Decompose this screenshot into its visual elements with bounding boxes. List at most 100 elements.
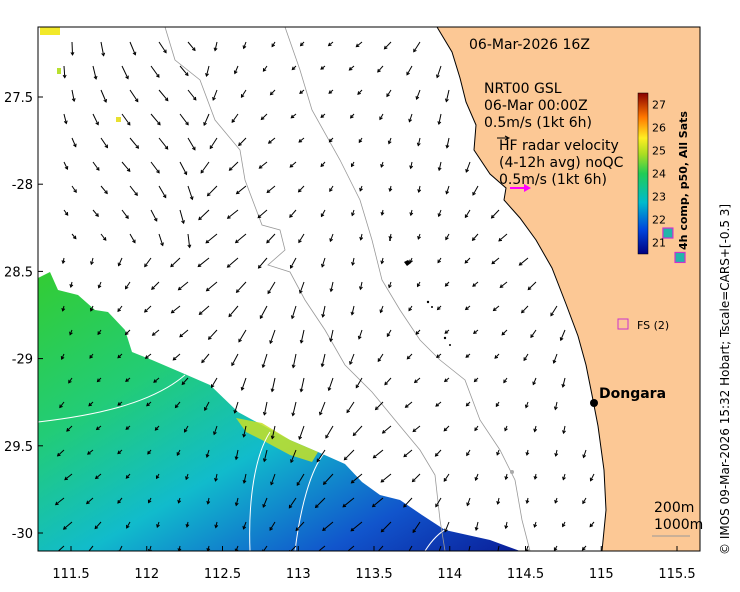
velocity-arrow-head: [409, 165, 414, 170]
velocity-arrow-head: [359, 187, 363, 192]
velocity-arrow: [295, 521, 305, 531]
velocity-arrow-head: [102, 237, 107, 241]
x-tick-label: 112: [134, 567, 159, 582]
velocity-arrow-head: [266, 189, 271, 194]
velocity-arrow: [269, 329, 276, 344]
velocity-arrow: [347, 545, 355, 551]
colorbar-tick-label: 27: [652, 99, 666, 112]
velocity-arrow: [359, 281, 363, 290]
velocity-arrow-head: [181, 220, 185, 225]
velocity-arrow-head: [70, 51, 75, 56]
velocity-arrow: [267, 281, 276, 294]
velocity-arrow-head: [201, 359, 205, 364]
velocity-arrow: [375, 401, 384, 410]
mooring-marker[interactable]: [662, 227, 674, 239]
velocity-arrow-head: [533, 475, 538, 480]
velocity-arrow: [187, 233, 191, 248]
station-marker[interactable]: [617, 318, 629, 330]
velocity-arrow-head: [435, 74, 440, 79]
velocity-arrow: [184, 425, 189, 433]
velocity-arrow: [436, 65, 442, 78]
velocity-arrow: [94, 521, 102, 529]
velocity-arrow: [145, 353, 152, 359]
velocity-arrow: [412, 521, 421, 533]
velocity-arrow: [57, 545, 65, 551]
velocity-arrow-head: [231, 119, 236, 123]
velocity-arrow-head: [298, 239, 302, 244]
velocity-arrow-head: [61, 307, 66, 312]
velocity-arrow: [501, 329, 508, 336]
velocity-arrow: [87, 449, 94, 455]
velocity-arrow-head: [358, 139, 363, 144]
y-tick-label: 29.5: [4, 440, 33, 455]
velocity-arrow: [296, 473, 305, 486]
velocity-arrow: [92, 65, 97, 80]
velocity-arrow-head: [125, 378, 129, 382]
velocity-arrow: [63, 521, 73, 530]
velocity-arrow-head: [266, 239, 270, 244]
velocity-arrow-head: [125, 75, 129, 80]
velocity-arrow-head: [162, 194, 167, 199]
velocity-arrow-head: [443, 427, 448, 432]
velocity-arrow: [316, 449, 326, 462]
velocity-arrow: [356, 41, 363, 48]
velocity-arrow: [443, 425, 450, 432]
velocity-arrow-head: [299, 42, 304, 47]
velocity-arrow: [201, 353, 210, 363]
velocity-arrow: [292, 401, 297, 416]
velocity-arrow-head: [64, 476, 68, 481]
velocity-arrow: [298, 185, 305, 193]
x-tick-label: 114: [437, 567, 462, 582]
plot-frame: [37, 26, 701, 552]
velocity-arrow-head: [205, 72, 209, 77]
velocity-arrow-head: [117, 450, 122, 455]
velocity-arrow: [200, 161, 210, 174]
velocity-arrow: [300, 329, 305, 343]
velocity-arrow-head: [552, 359, 557, 364]
velocity-arrow: [158, 185, 167, 198]
velocity-arrow-head: [444, 528, 448, 533]
velocity-arrow: [181, 377, 189, 385]
velocity-arrow: [299, 281, 305, 294]
velocity-arrow: [384, 41, 392, 50]
velocity-arrow-head: [177, 499, 182, 504]
velocity-arrow: [406, 65, 413, 75]
velocity-arrow: [349, 353, 355, 365]
velocity-arrow-head: [95, 426, 100, 431]
velocity-arrow-head: [404, 404, 409, 408]
velocity-arrow-head: [233, 70, 238, 75]
velocity-arrow: [412, 425, 421, 432]
velocity-arrow-head: [126, 121, 131, 126]
map-datetime: 06-Mar-2026 16Z: [469, 37, 590, 53]
velocity-arrow-head: [328, 138, 333, 143]
velocity-arrow: [298, 425, 305, 440]
velocity-arrow: [235, 449, 239, 460]
velocity-arrow-head: [262, 549, 266, 551]
velocity-arrow-head: [291, 412, 296, 417]
velocity-arrow-head: [156, 524, 160, 529]
velocity-arrow-head: [374, 406, 379, 411]
velocity-arrow: [100, 89, 107, 103]
velocity-arrow: [260, 113, 268, 120]
velocity-arrow-head: [242, 525, 247, 530]
velocity-arrow-head: [177, 548, 182, 551]
velocity-arrow-head: [174, 404, 179, 409]
velocity-arrow-head: [320, 114, 325, 118]
velocity-arrow: [229, 161, 239, 171]
velocity-arrow-head: [233, 409, 238, 414]
velocity-arrow-head: [329, 188, 333, 193]
velocity-arrow-head: [117, 499, 121, 504]
mooring-marker[interactable]: [674, 251, 686, 264]
velocity-arrow-head: [329, 338, 333, 343]
velocity-arrow-head: [437, 167, 442, 172]
velocity-arrow-head: [125, 426, 130, 430]
x-tick-label: 113: [286, 567, 311, 582]
velocity-arrow: [262, 65, 268, 72]
velocity-arrow: [380, 305, 384, 313]
velocity-arrow: [438, 161, 442, 171]
velocity-arrow: [170, 257, 181, 267]
velocity-arrow-head: [350, 163, 355, 168]
velocity-arrow-head: [185, 121, 189, 126]
velocity-arrow-head: [205, 287, 210, 292]
velocity-arrow-head: [321, 263, 325, 268]
